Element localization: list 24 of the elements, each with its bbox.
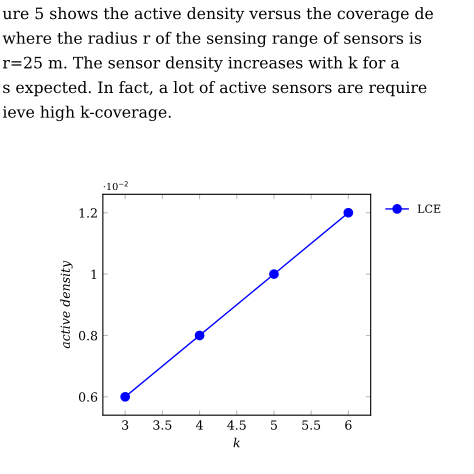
x-tick-label: 4.5 (227, 420, 246, 430)
text: r=25 m. The sensor density increases with k for a (2, 56, 400, 72)
text: ieve high k-coverage. (2, 106, 171, 122)
y-tick-label: 0.8 (78, 330, 98, 340)
point (269, 269, 279, 279)
x-axis-title: k (233, 438, 240, 448)
point (194, 330, 204, 340)
y-tick-label: 0.6 (78, 392, 98, 402)
point (120, 392, 130, 402)
text: s expected. In fact, a lot of active sensors are require (3, 81, 426, 96)
x-tick-label: 5 (271, 420, 277, 430)
legend-label: LCE (418, 204, 440, 213)
text: ·10$^{−2}$ (104, 181, 128, 190)
x-tick-label: 6 (345, 420, 352, 430)
x-tick-label: 4 (196, 420, 203, 430)
y-tick-label: 1 (92, 270, 96, 279)
text: where the radius r of the sensing range of sensors is (2, 32, 422, 48)
point (343, 208, 354, 218)
y-axis-title: active density (60, 260, 73, 348)
text: ure 5 shows the active density versus the coverage de (2, 7, 433, 23)
y-tick-label: 1.2 (80, 208, 97, 218)
x-tick-label: 5.5 (302, 420, 320, 430)
x-tick-label: 3.5 (153, 420, 172, 430)
x-tick-label: 3 (122, 420, 128, 430)
